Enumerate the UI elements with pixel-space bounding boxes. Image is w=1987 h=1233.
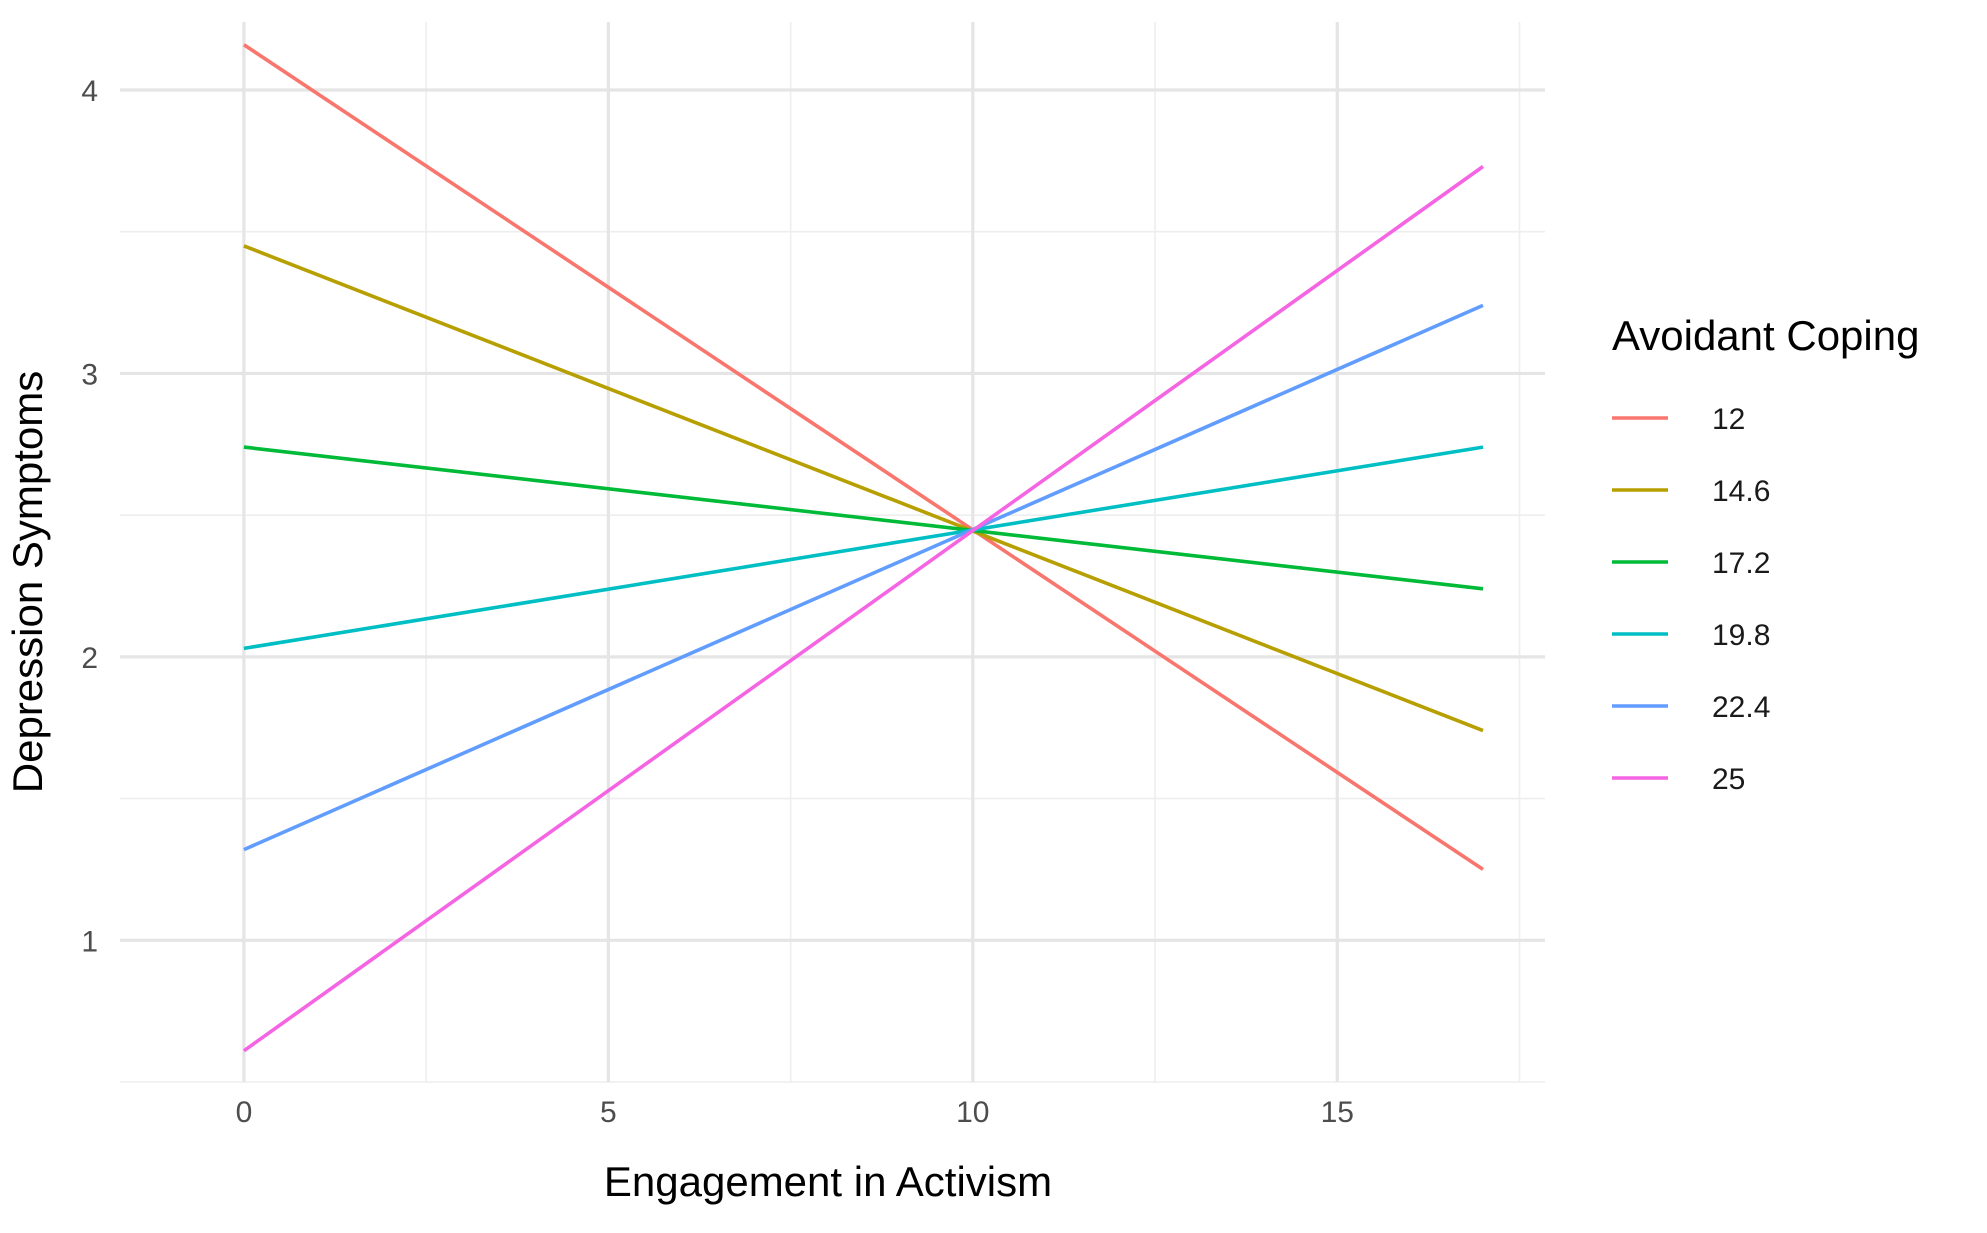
- legend-label: 25: [1712, 763, 1745, 796]
- x-tick-label: 0: [236, 1096, 253, 1129]
- x-tick-label: 15: [1321, 1096, 1354, 1129]
- series-line: [242, 43, 1484, 871]
- legend-label: 12: [1712, 403, 1745, 436]
- y-tick-label: 3: [81, 358, 98, 391]
- y-axis-ticks: 1 2 3 4: [81, 75, 98, 958]
- series-lines: [242, 43, 1485, 1053]
- y-tick-label: 2: [81, 642, 98, 675]
- legend-label: 14.6: [1712, 475, 1770, 508]
- x-tick-label: 10: [956, 1096, 989, 1129]
- legend-items: 12 14.6 17.2 19.8 22.4 25: [1612, 403, 1770, 796]
- y-tick-label: 4: [81, 75, 98, 108]
- x-axis-title: Engagement in Activism: [604, 1158, 1052, 1205]
- legend: Avoidant Coping 12 14.6 17.2 19.8 22.4 25: [1612, 312, 1919, 796]
- legend-label: 17.2: [1712, 547, 1770, 580]
- x-axis-ticks: 0 5 10 15: [236, 1096, 1354, 1129]
- y-tick-label: 1: [81, 925, 98, 958]
- series-line: [242, 165, 1485, 1053]
- legend-label: 19.8: [1712, 619, 1770, 652]
- x-tick-label: 5: [600, 1096, 617, 1129]
- series-line: [243, 445, 1484, 651]
- series-line: [243, 244, 1484, 733]
- series-line: [243, 303, 1484, 852]
- y-axis-title: Depression Symptoms: [4, 371, 51, 793]
- series-line: [243, 445, 1484, 591]
- legend-label: 22.4: [1712, 691, 1770, 724]
- legend-title: Avoidant Coping: [1612, 312, 1919, 359]
